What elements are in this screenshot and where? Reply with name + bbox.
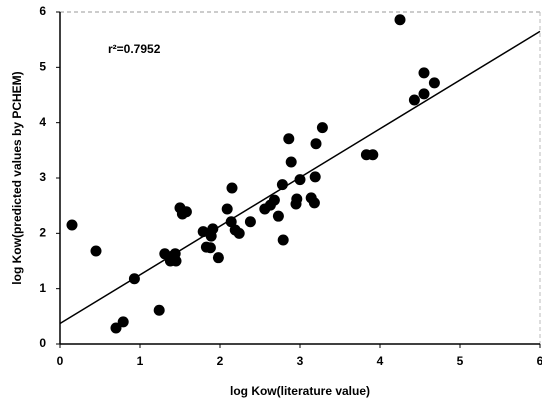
point xyxy=(90,245,102,257)
y-tick-label: 5 xyxy=(39,60,46,74)
point xyxy=(272,210,284,222)
point xyxy=(180,206,192,218)
x-tick-label: 3 xyxy=(297,354,304,368)
x-tick-label: 6 xyxy=(537,354,542,368)
x-tick-label: 4 xyxy=(377,354,384,368)
x-tick-label: 0 xyxy=(57,354,64,368)
point xyxy=(309,171,321,183)
x-tick-label: 2 xyxy=(217,354,224,368)
y-tick-label: 3 xyxy=(39,170,46,184)
point xyxy=(207,223,219,235)
point xyxy=(268,194,280,206)
point xyxy=(408,94,420,106)
point xyxy=(212,252,224,264)
point xyxy=(226,182,238,194)
point xyxy=(428,77,440,89)
point xyxy=(66,219,78,231)
x-tick-label: 1 xyxy=(137,354,144,368)
point xyxy=(204,242,216,254)
point xyxy=(153,304,165,316)
point xyxy=(117,316,129,328)
point xyxy=(128,273,140,285)
annotation: r²=0.7952 xyxy=(108,42,161,56)
point xyxy=(316,122,328,134)
point xyxy=(285,156,297,168)
point xyxy=(283,133,295,145)
x-axis-label: log Kow(literature value) xyxy=(230,384,370,398)
y-tick-label: 6 xyxy=(39,4,46,18)
point xyxy=(418,88,430,100)
point xyxy=(244,216,256,228)
point xyxy=(221,203,233,215)
y-axis-label: log Kow(predicted values by PCHEM) xyxy=(10,71,24,284)
point xyxy=(170,255,182,267)
point xyxy=(225,216,237,228)
point xyxy=(294,174,306,186)
point xyxy=(394,14,406,26)
point xyxy=(276,179,288,191)
x-tick-label: 5 xyxy=(457,354,464,368)
y-tick-label: 0 xyxy=(39,336,46,350)
point xyxy=(291,193,303,205)
point xyxy=(418,67,430,79)
point xyxy=(233,227,245,239)
point xyxy=(277,234,289,246)
point xyxy=(197,226,209,238)
point xyxy=(110,322,122,334)
point xyxy=(308,197,320,209)
y-tick-label: 1 xyxy=(39,281,46,295)
point xyxy=(310,138,322,150)
point xyxy=(367,149,379,161)
y-tick-label: 4 xyxy=(39,115,46,129)
y-tick-label: 2 xyxy=(39,226,46,240)
